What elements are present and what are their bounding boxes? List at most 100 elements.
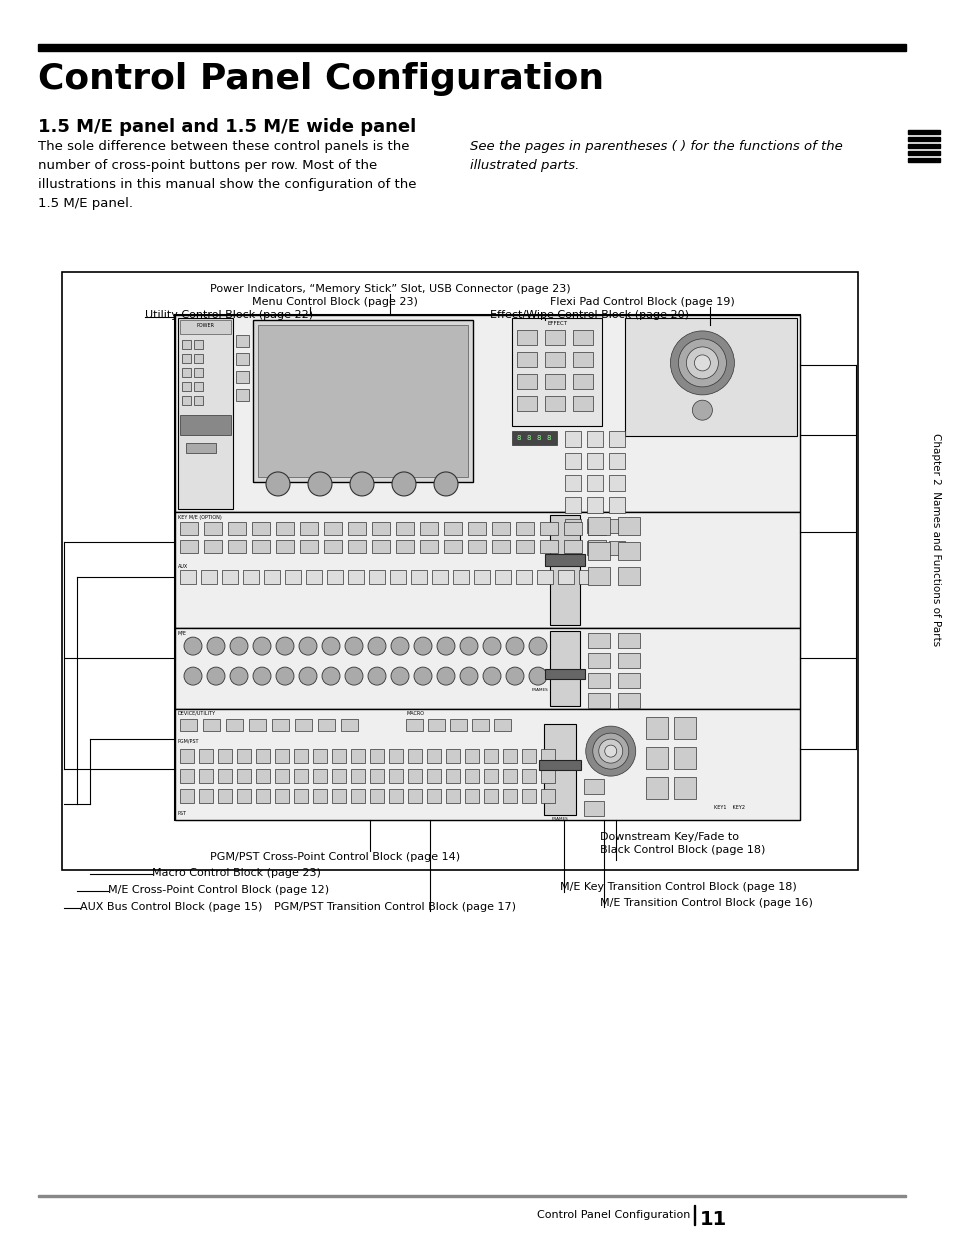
Circle shape bbox=[505, 637, 523, 656]
Bar bbox=[483, 749, 497, 763]
Bar bbox=[222, 570, 237, 583]
Bar bbox=[587, 432, 603, 448]
Bar bbox=[294, 719, 312, 731]
Bar bbox=[235, 371, 249, 383]
Bar bbox=[907, 158, 939, 162]
Text: FRAMES: FRAMES bbox=[531, 688, 548, 692]
Bar bbox=[182, 368, 191, 377]
Bar bbox=[186, 443, 215, 453]
Circle shape bbox=[529, 667, 546, 685]
Bar bbox=[332, 749, 346, 763]
Bar bbox=[443, 522, 461, 535]
Text: PGM/PST Cross-Point Control Block (page 14): PGM/PST Cross-Point Control Block (page … bbox=[210, 852, 459, 862]
Text: Control Panel Configuration: Control Panel Configuration bbox=[38, 62, 603, 96]
Bar bbox=[236, 789, 251, 802]
Bar bbox=[516, 570, 532, 583]
Bar bbox=[226, 719, 243, 731]
Bar bbox=[193, 355, 203, 363]
Text: KEY1    KEY2: KEY1 KEY2 bbox=[714, 805, 744, 810]
Circle shape bbox=[585, 726, 635, 776]
Bar bbox=[609, 432, 625, 448]
Bar bbox=[539, 540, 558, 552]
Bar bbox=[395, 540, 414, 552]
Circle shape bbox=[670, 331, 734, 394]
Bar bbox=[609, 541, 625, 555]
Bar bbox=[228, 522, 246, 535]
Bar bbox=[180, 540, 198, 552]
Bar bbox=[369, 570, 385, 583]
Text: MACRO: MACRO bbox=[406, 710, 424, 715]
Bar bbox=[243, 570, 258, 583]
Bar bbox=[389, 749, 402, 763]
Bar bbox=[199, 769, 213, 782]
Bar bbox=[539, 522, 558, 535]
Bar bbox=[587, 542, 609, 560]
Bar bbox=[578, 570, 595, 583]
Bar bbox=[193, 340, 203, 350]
Bar bbox=[390, 570, 406, 583]
Bar bbox=[516, 522, 534, 535]
Bar bbox=[673, 778, 695, 799]
Circle shape bbox=[322, 667, 339, 685]
Circle shape bbox=[694, 355, 710, 371]
Bar bbox=[558, 570, 574, 583]
Bar bbox=[468, 540, 485, 552]
Bar bbox=[587, 522, 605, 535]
Circle shape bbox=[604, 745, 616, 758]
Bar bbox=[340, 719, 357, 731]
Bar bbox=[199, 789, 213, 802]
Text: M/E Key Transition Control Block (page 18): M/E Key Transition Control Block (page 1… bbox=[559, 882, 796, 892]
Bar bbox=[587, 673, 609, 688]
Text: Chapter 2  Names and Functions of Parts: Chapter 2 Names and Functions of Parts bbox=[930, 433, 940, 647]
Bar bbox=[540, 789, 555, 802]
Bar bbox=[299, 522, 317, 535]
Bar bbox=[313, 749, 327, 763]
Bar bbox=[517, 396, 537, 411]
Circle shape bbox=[368, 667, 386, 685]
Bar bbox=[618, 673, 639, 688]
Bar bbox=[474, 570, 490, 583]
Bar bbox=[274, 769, 289, 782]
Bar bbox=[645, 746, 667, 769]
Bar bbox=[587, 693, 609, 708]
Bar bbox=[565, 541, 581, 555]
Circle shape bbox=[266, 471, 290, 496]
Bar bbox=[389, 789, 402, 802]
Circle shape bbox=[685, 347, 718, 379]
Text: AUX: AUX bbox=[178, 564, 188, 569]
Bar bbox=[275, 522, 294, 535]
Bar bbox=[693, 1205, 695, 1225]
Bar bbox=[332, 769, 346, 782]
Bar bbox=[573, 330, 593, 345]
Bar bbox=[294, 769, 308, 782]
Bar bbox=[512, 318, 602, 427]
Bar bbox=[609, 453, 625, 469]
Text: Flexi Pad Control Block (page 19): Flexi Pad Control Block (page 19) bbox=[550, 297, 734, 307]
Bar bbox=[351, 749, 365, 763]
Bar bbox=[275, 540, 294, 552]
Bar bbox=[550, 631, 579, 705]
Text: POWER: POWER bbox=[196, 323, 214, 328]
Circle shape bbox=[345, 637, 363, 656]
Bar bbox=[395, 522, 414, 535]
Text: M/E: M/E bbox=[178, 631, 187, 636]
Bar bbox=[204, 522, 222, 535]
Bar bbox=[565, 519, 581, 534]
Bar bbox=[324, 522, 341, 535]
Circle shape bbox=[207, 667, 225, 685]
Bar bbox=[587, 475, 603, 491]
Bar bbox=[255, 749, 270, 763]
Bar bbox=[180, 522, 198, 535]
Bar bbox=[255, 789, 270, 802]
Bar bbox=[563, 522, 581, 535]
Text: Effect/Wipe Control Block (page 20): Effect/Wipe Control Block (page 20) bbox=[490, 310, 688, 320]
Text: 8: 8 bbox=[546, 435, 550, 442]
Text: Power Indicators, “Memory Stick” Slot, USB Connector (page 23): Power Indicators, “Memory Stick” Slot, U… bbox=[210, 284, 570, 294]
Bar bbox=[193, 368, 203, 377]
Text: 11: 11 bbox=[700, 1210, 726, 1229]
Text: 1.5 M/E panel and 1.5 M/E wide panel: 1.5 M/E panel and 1.5 M/E wide panel bbox=[38, 118, 416, 136]
Bar bbox=[464, 749, 478, 763]
Bar bbox=[348, 540, 366, 552]
Bar bbox=[428, 719, 445, 731]
Bar bbox=[427, 749, 440, 763]
